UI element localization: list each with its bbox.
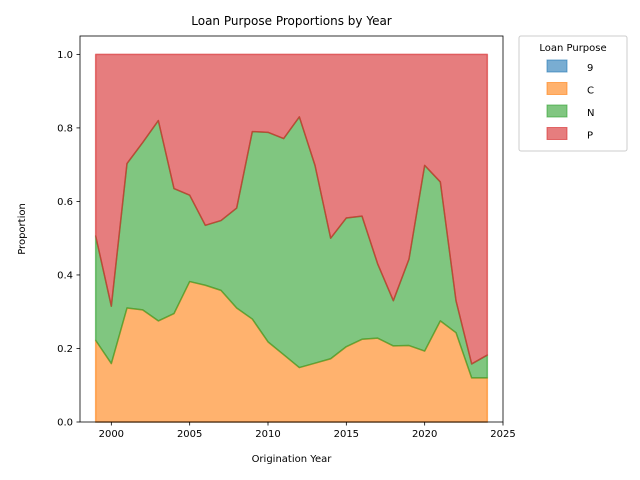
plot-frame: [79, 35, 504, 423]
y-tick-label: 1.0: [57, 50, 73, 61]
legend-swatch-9: [546, 59, 568, 73]
legend-label-P: P: [587, 131, 593, 142]
legend-label-C: C: [587, 86, 594, 97]
legend-label-9: 9: [587, 63, 593, 74]
y-tick-label: 0.6: [57, 197, 73, 208]
legend-items: 9 CN P: [546, 59, 594, 142]
x-tick-label: 2010: [255, 429, 280, 440]
x-tick-label: 2015: [334, 429, 359, 440]
x-tick-label: 2000: [99, 429, 124, 440]
x-axis-ticks: 2000 2005 2010 2015 2020 2025: [99, 422, 516, 440]
legend: Loan Purpose 9 CN P: [518, 35, 628, 152]
x-tick-label: 2020: [412, 429, 437, 440]
area-series-P: [94, 53, 489, 365]
y-tick-label: 0.4: [57, 270, 73, 281]
y-tick-label: 0.0: [57, 418, 73, 429]
chart-title: Loan Purpose Proportions by Year: [191, 14, 392, 28]
x-tick-label: 2005: [177, 429, 202, 440]
y-tick-label: 0.2: [57, 344, 73, 355]
legend-swatch-N: [546, 104, 568, 118]
x-axis-label: Origination Year: [252, 454, 333, 465]
x-tick-label: 2025: [490, 429, 515, 440]
legend-label-N: N: [587, 108, 594, 119]
legend-swatch-P: [546, 127, 568, 140]
y-axis-label: Proportion: [17, 203, 28, 255]
area-layers: [94, 53, 489, 423]
y-axis-ticks: 0.0 0.2 0.4 0.6 0.8 1.0: [57, 50, 80, 429]
legend-title: Loan Purpose: [539, 43, 606, 54]
legend-box: [518, 35, 628, 152]
legend-swatch-C: [546, 82, 568, 95]
y-tick-label: 0.8: [57, 123, 73, 134]
